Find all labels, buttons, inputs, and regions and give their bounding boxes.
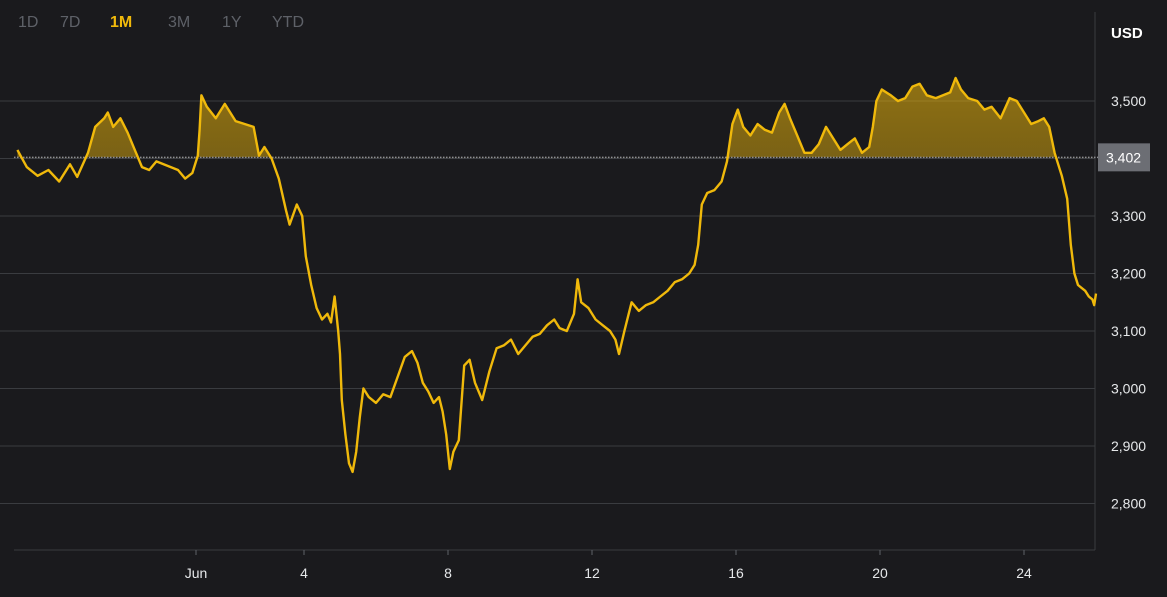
y-tick-label: 3,100	[1111, 323, 1146, 339]
x-tick-label: 16	[728, 565, 744, 581]
y-tick-label: 3,300	[1111, 208, 1146, 224]
y-tick-label: 3,500	[1111, 93, 1146, 109]
price-tag-label: 3,402	[1106, 149, 1141, 165]
x-axis-labels: Jun 4 8 12 16 20 24	[185, 550, 1032, 581]
gridlines	[0, 100, 1095, 504]
currency-label: USD	[1111, 25, 1143, 42]
x-tick-label: 12	[584, 565, 600, 581]
fill-above-reference	[17, 78, 1096, 158]
tab-3m[interactable]: 3M	[168, 14, 191, 31]
price-series-line	[16, 76, 1098, 474]
tab-1m[interactable]: 1M	[110, 14, 133, 31]
x-tick-label: Jun	[185, 565, 208, 581]
y-tick-label: 3,200	[1111, 266, 1146, 282]
fill-area	[17, 78, 1096, 158]
tab-ytd[interactable]: YTD	[272, 14, 304, 31]
x-tick-label: 20	[872, 565, 888, 581]
x-tick-label: 4	[300, 565, 308, 581]
y-axis-labels: 3,500 3,300 3,200 3,100 3,000 2,900 2,800	[1111, 93, 1146, 512]
tab-7d[interactable]: 7D	[60, 14, 81, 31]
y-tick-label: 2,800	[1111, 496, 1146, 512]
tab-1d[interactable]: 1D	[18, 14, 39, 31]
y-tick-label: 2,900	[1111, 438, 1146, 454]
x-tick-label: 24	[1016, 565, 1032, 581]
y-tick-label: 3,000	[1111, 381, 1146, 397]
current-price-tag: 3,402	[1098, 143, 1150, 172]
price-tag-background	[1098, 143, 1150, 172]
x-tick-label: 8	[444, 565, 452, 581]
tab-1y[interactable]: 1Y	[222, 14, 242, 31]
